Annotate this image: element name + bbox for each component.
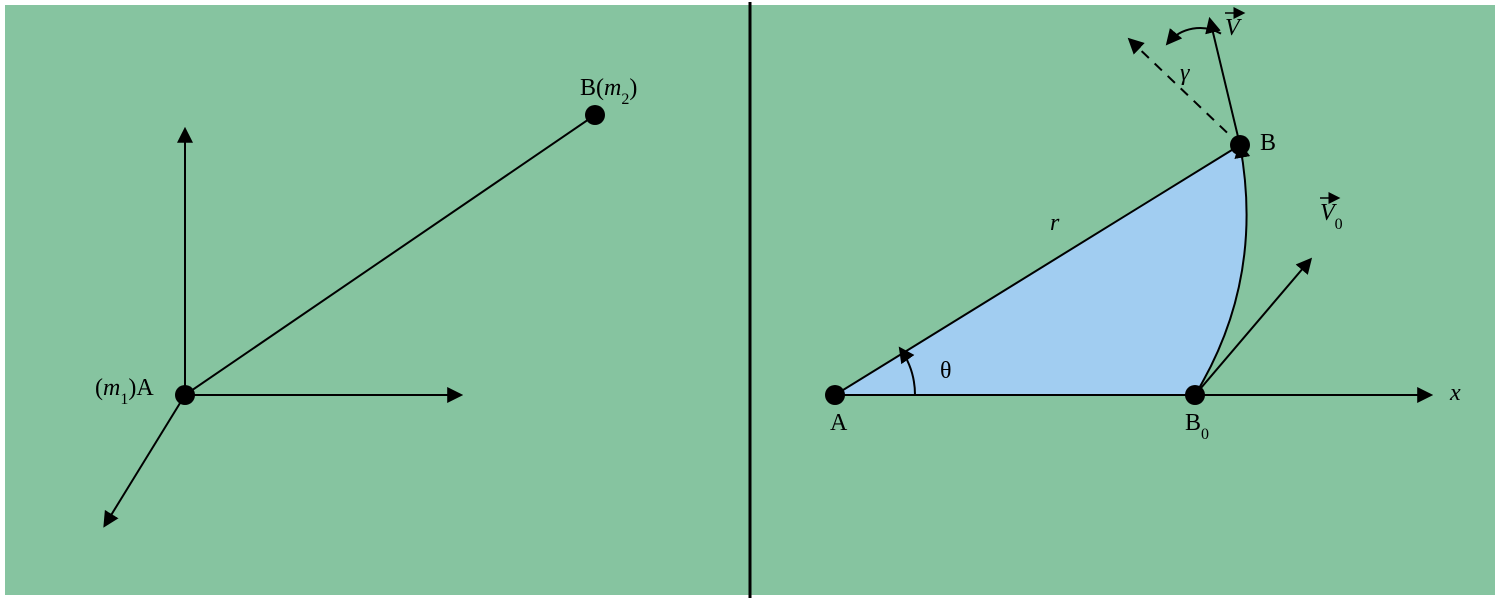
left-point-A <box>175 385 195 405</box>
right-label-gamma: γ <box>1180 60 1190 86</box>
right-label-theta: θ <box>940 358 952 384</box>
right-label-A: A <box>830 410 848 436</box>
right-label-x: x <box>1449 380 1461 406</box>
right-label-B: B <box>1260 130 1276 156</box>
svg-text:V: V <box>1225 15 1242 41</box>
left-point-B <box>585 105 605 125</box>
right-point-A <box>825 385 845 405</box>
right-label-r: r <box>1050 210 1060 236</box>
right-point-B0 <box>1185 385 1205 405</box>
right-point-B <box>1230 135 1250 155</box>
